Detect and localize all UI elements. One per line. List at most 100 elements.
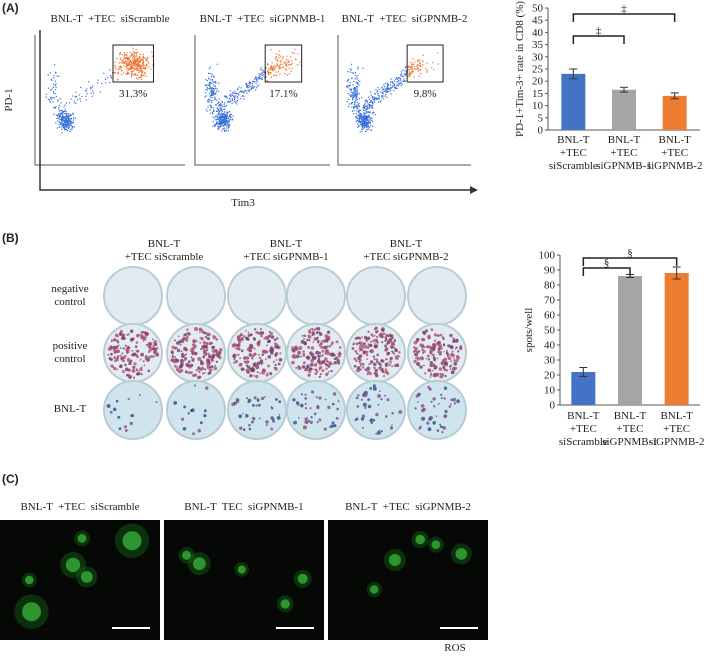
event-dot: [219, 118, 221, 120]
spot: [126, 351, 129, 354]
spot: [193, 384, 196, 387]
event-dot: [57, 120, 59, 122]
event-dot: [418, 69, 420, 71]
spot: [136, 334, 140, 338]
event-dot: [138, 65, 140, 67]
bar: [561, 73, 586, 130]
event-dot: [350, 69, 352, 71]
image-title: BNL-T TEC siGPNMB-1: [184, 501, 303, 513]
event-dot: [409, 73, 411, 75]
spot: [436, 429, 440, 432]
event-dot: [407, 65, 409, 67]
event-dot: [61, 128, 63, 130]
event-dot: [219, 126, 221, 128]
spot: [457, 350, 460, 353]
event-dot: [366, 115, 368, 117]
event-dot: [213, 89, 215, 91]
event-dot: [136, 69, 138, 71]
event-dot: [209, 81, 211, 83]
flow-frame: [337, 35, 471, 166]
event-dot: [372, 112, 374, 115]
spot: [358, 336, 362, 340]
event-dot: [137, 68, 139, 70]
spot: [184, 370, 188, 374]
spot: [110, 364, 114, 368]
event-dot: [271, 69, 273, 72]
spot: [106, 404, 111, 408]
spot: [202, 347, 205, 350]
event-dot: [220, 117, 222, 119]
event-dot: [225, 113, 227, 115]
spot: [449, 345, 454, 350]
event-dot: [408, 68, 410, 70]
event-dot: [247, 89, 249, 91]
event-dot: [392, 82, 394, 84]
event-dot: [49, 101, 51, 103]
spot: [129, 338, 134, 342]
event-dot: [355, 90, 357, 92]
spot: [383, 374, 386, 378]
event-dot: [73, 117, 75, 119]
event-dot: [57, 115, 59, 117]
event-dot: [221, 101, 223, 103]
event-dot: [258, 73, 260, 75]
spot: [328, 426, 331, 428]
spot: [456, 355, 459, 358]
spot: [444, 361, 449, 366]
event-dot: [359, 115, 361, 117]
event-dot: [216, 123, 218, 125]
spot: [312, 353, 315, 356]
event-dot: [386, 82, 388, 84]
event-dot: [351, 96, 354, 98]
event-dot: [110, 77, 113, 79]
event-dot: [403, 73, 406, 75]
event-dot: [355, 97, 357, 99]
spot: [444, 357, 448, 361]
spot: [122, 359, 125, 363]
event-dot: [272, 74, 275, 76]
spot: [269, 351, 274, 355]
event-dot: [221, 118, 223, 121]
event-dot: [226, 111, 228, 113]
spot: [427, 334, 431, 339]
event-dot: [282, 55, 284, 58]
event-dot: [224, 111, 226, 113]
event-dot: [350, 103, 353, 105]
event-dot: [63, 120, 65, 122]
spot: [139, 358, 142, 361]
spot: [301, 365, 306, 369]
event-dot: [52, 101, 54, 103]
event-dot: [352, 94, 354, 96]
event-dot: [246, 85, 249, 87]
spot: [266, 372, 269, 374]
event-dot: [246, 83, 248, 85]
event-dot: [368, 122, 370, 124]
event-dot: [127, 59, 129, 61]
event-dot: [396, 85, 398, 87]
spot: [215, 360, 219, 363]
event-dot: [136, 65, 138, 68]
significance-bracket: [582, 267, 631, 276]
event-dot: [67, 126, 69, 128]
event-dot: [222, 119, 224, 121]
event-dot: [211, 94, 213, 96]
spot: [312, 341, 315, 344]
event-dot: [363, 116, 366, 118]
well: [103, 380, 163, 440]
spot: [377, 404, 380, 406]
spot: [208, 363, 211, 366]
event-dot: [353, 94, 355, 96]
event-dot: [360, 116, 363, 118]
spot: [372, 384, 376, 388]
spot: [325, 372, 328, 376]
panel-label: (B): [2, 231, 19, 245]
event-dot: [250, 86, 252, 88]
event-dot: [358, 120, 360, 123]
event-dot: [128, 56, 130, 58]
event-dot: [228, 116, 230, 118]
spot: [313, 355, 317, 360]
event-dot: [234, 98, 236, 100]
event-dot: [215, 123, 217, 125]
spot: [140, 372, 143, 376]
event-dot: [210, 76, 213, 78]
